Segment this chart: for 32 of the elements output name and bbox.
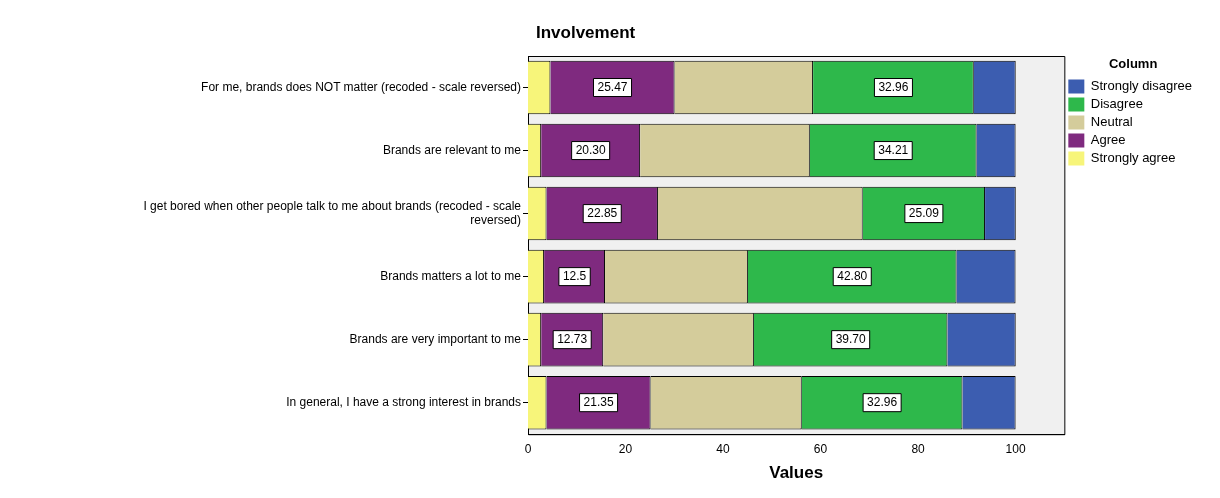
data-label: 42.80 <box>837 268 868 283</box>
legend-label: Disagree <box>1090 96 1143 112</box>
x-tick-label: 100 <box>1005 441 1026 456</box>
data-label: 32.96 <box>867 395 898 409</box>
legend-label: Agree <box>1090 132 1126 148</box>
x-tick-label: 20 <box>618 441 633 456</box>
y-tick-label: Brands are very important to me <box>349 331 522 346</box>
data-label: 25.47 <box>597 79 628 94</box>
x-tick-label: 60 <box>813 441 828 456</box>
y-tick-label: Brands matters a lot to me <box>380 268 522 283</box>
legend-label: Neutral <box>1090 114 1133 130</box>
data-label: 12.73 <box>557 331 588 346</box>
y-tick-label: I get bored when other people talk to me about brands (recoded - scale reversed) <box>143 198 522 228</box>
data-label: 34.21 <box>878 142 909 157</box>
x-axis-title: Values <box>769 463 824 483</box>
data-label: 20.30 <box>575 142 606 157</box>
data-label: 21.35 <box>583 395 614 409</box>
data-label: 39.70 <box>835 331 867 346</box>
data-label: 32.96 <box>878 79 909 94</box>
legend-label: Strongly agree <box>1090 150 1176 166</box>
legend-title: Column <box>1108 56 1158 72</box>
legend-label: Strongly disagree <box>1090 78 1192 94</box>
chart-title: Involvement <box>536 23 636 43</box>
y-tick-label: In general, I have a strong interest in brands <box>286 395 521 409</box>
x-tick-label: 80 <box>911 441 926 456</box>
x-tick-label: 40 <box>716 441 731 456</box>
data-label: 25.09 <box>908 205 940 220</box>
y-tick-label: For me, brands does NOT matter (recoded - scale reversed) <box>201 79 521 94</box>
data-label: 12.5 <box>562 268 587 283</box>
x-tick-label: 0 <box>524 441 532 456</box>
data-label: 22.85 <box>587 205 618 220</box>
y-tick-label: Brands are relevant to me <box>382 142 522 157</box>
